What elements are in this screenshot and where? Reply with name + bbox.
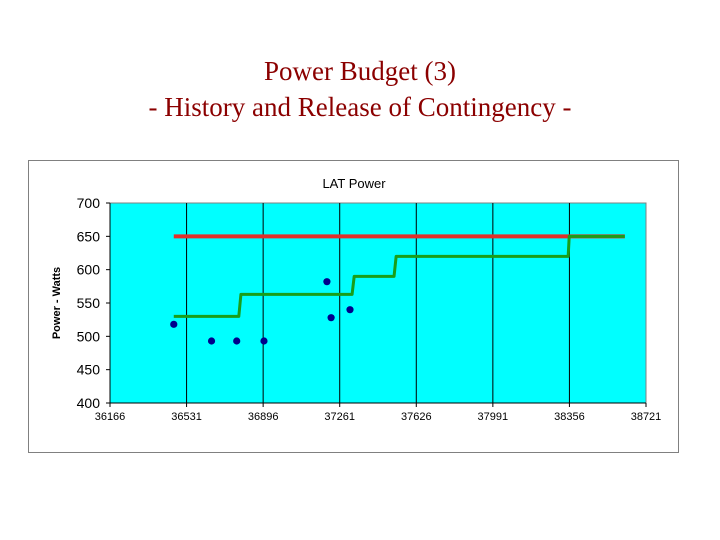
- x-tick-label: 37626: [401, 411, 432, 423]
- slide-subtitle: - History and Release of Contingency -: [148, 92, 572, 122]
- y-axis-label: Power - Watts: [51, 267, 63, 339]
- lat-power-chart: LAT Power 400 450 500 550 600 650 700 36166 365…: [28, 160, 679, 453]
- y-tick-label: 450: [77, 362, 101, 378]
- x-tick-label: 36166: [95, 411, 126, 423]
- x-tick-label: 38356: [554, 411, 585, 423]
- y-tick-label: 550: [77, 295, 101, 311]
- x-tick-label: 36531: [171, 411, 202, 423]
- x-tick-label: 38721: [631, 411, 662, 423]
- x-tick-label: 36896: [248, 411, 279, 423]
- data-point: [233, 337, 241, 345]
- data-point: [170, 320, 178, 328]
- data-point: [260, 337, 268, 345]
- data-point: [207, 337, 216, 345]
- plot-area: [109, 202, 647, 404]
- axes: [106, 202, 647, 407]
- x-tick-label: 37991: [478, 411, 509, 423]
- data-point: [327, 314, 335, 322]
- chart-title: LAT Power: [322, 176, 386, 191]
- y-tick-label: 600: [77, 262, 101, 278]
- series-line: [173, 234, 625, 318]
- y-tick-label: 650: [77, 228, 101, 244]
- y-tick-labels: 400 450 500 550 600 650 700: [77, 195, 101, 411]
- y-tick-label: 400: [77, 395, 101, 411]
- x-tick-labels: 36166 36531 36896 37261 37626 37991 38356 38721: [95, 411, 662, 423]
- slide-title: Power Budget (3): [264, 56, 456, 86]
- data-point: [346, 306, 354, 314]
- x-tick-label: 37261: [324, 411, 355, 423]
- data-point: [323, 278, 331, 286]
- y-tick-label: 500: [77, 328, 101, 344]
- y-tick-label: 700: [77, 195, 101, 211]
- series-group: [170, 234, 625, 345]
